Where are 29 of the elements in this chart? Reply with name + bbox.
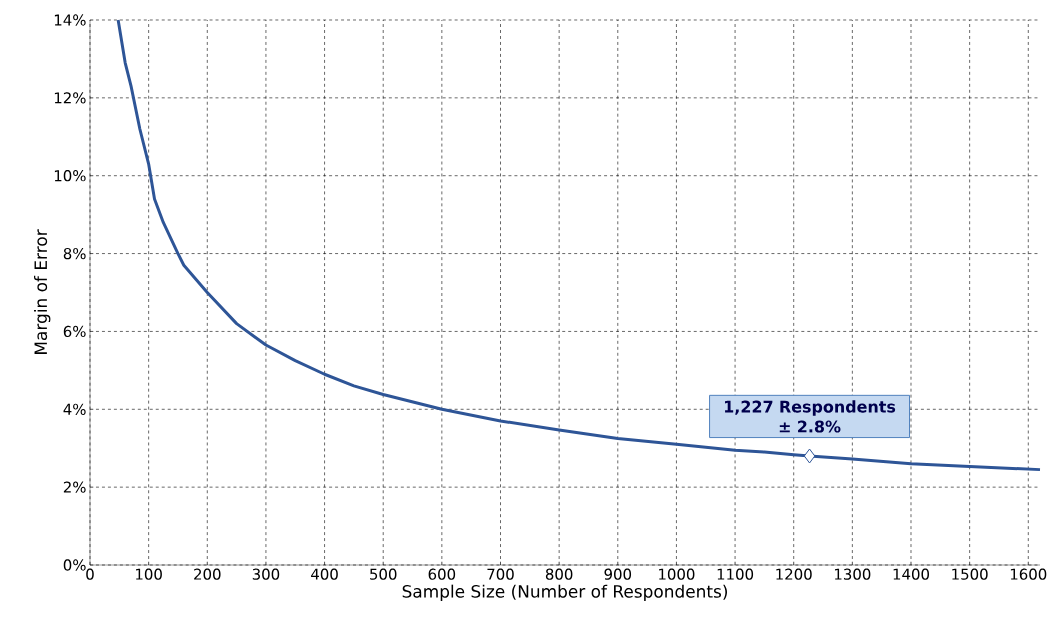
x-tick-label: 800: [545, 568, 573, 580]
x-tick-label: 300: [252, 568, 280, 580]
x-tick-label: 0: [86, 568, 94, 580]
x-tick-label: 1000: [659, 568, 695, 580]
y-tick-label: 8%: [63, 247, 86, 260]
x-tick-label: 500: [370, 568, 397, 580]
x-tick-label: 1300: [834, 568, 871, 580]
x-tick-label: 200: [194, 568, 221, 580]
x-tick-label: 1200: [776, 568, 812, 580]
y-tick-label: 10%: [54, 170, 86, 182]
x-tick-label: 1600: [1010, 568, 1047, 580]
x-tick-label: 600: [428, 568, 456, 580]
x-tick-label: 1100: [717, 568, 754, 580]
x-tick-label: 1500: [952, 568, 988, 580]
y-tick-label: 0%: [63, 559, 86, 571]
y-tick-label: 14%: [54, 14, 86, 26]
y-tick-label: 2%: [63, 481, 86, 493]
y-tick-label: 6%: [63, 325, 86, 338]
x-axis-title: Sample Size (Number of Respondents): [402, 584, 728, 602]
x-tick-label: 1400: [893, 568, 930, 580]
line-series: [116, 18, 1042, 472]
x-tick-label: 100: [136, 568, 162, 580]
x-tick-label: 700: [487, 568, 514, 580]
y-tick-label: 4%: [63, 403, 86, 415]
annotation: 1,227 Respondents ± 2.8%: [725, 400, 896, 433]
x-tick-label: 400: [311, 568, 338, 580]
x-tick-label: 900: [604, 568, 632, 580]
y-axis-title: Margin of Error: [34, 229, 51, 354]
y-tick-label: 12%: [54, 92, 86, 104]
